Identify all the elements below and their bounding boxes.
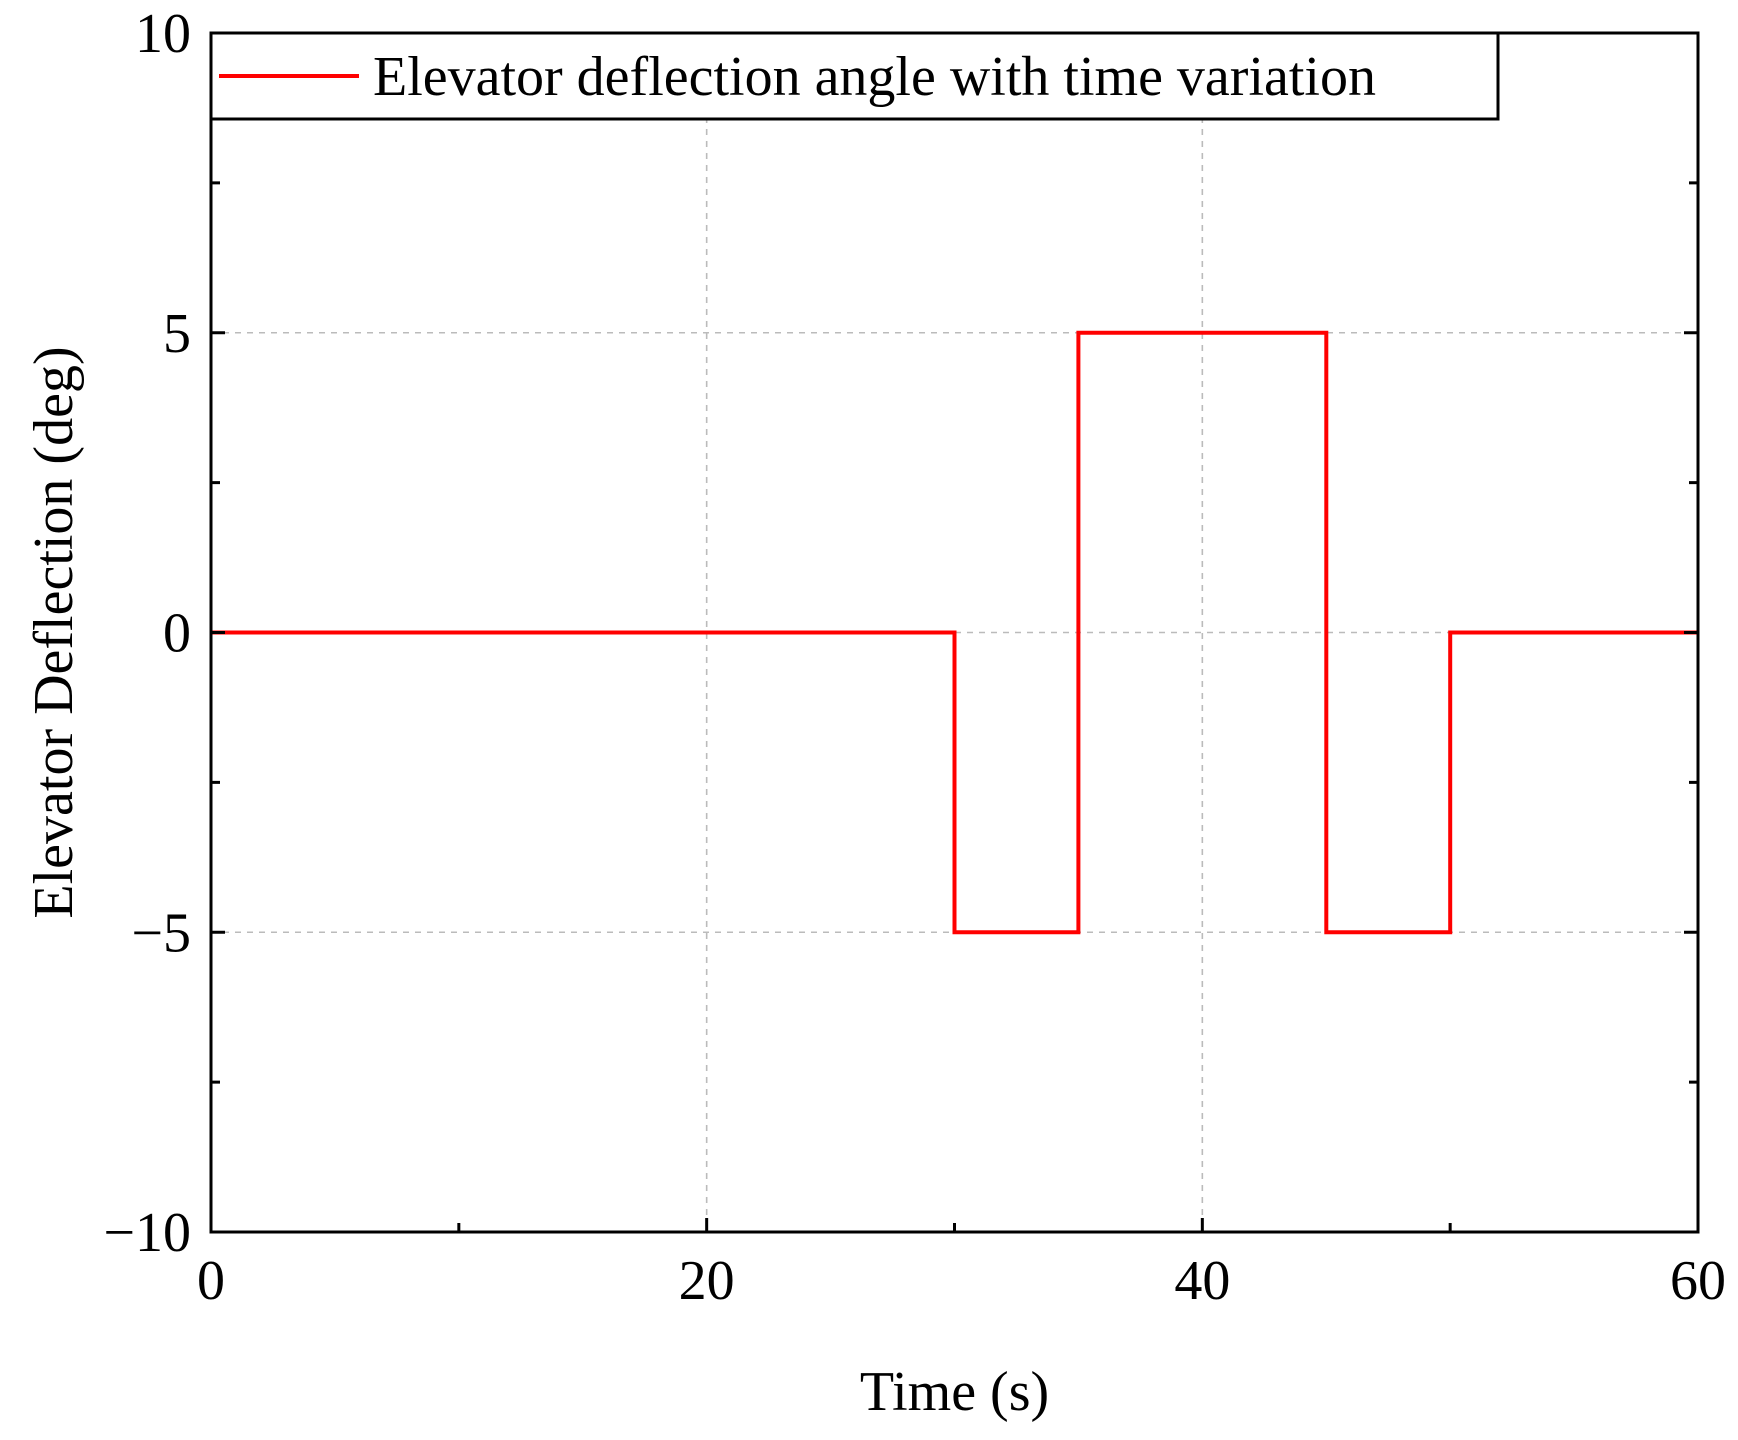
series-layer: [211, 330, 1698, 935]
y-tick-label: −5: [131, 902, 191, 964]
x-tick-label: 0: [197, 1250, 225, 1312]
legend: Elevator deflection angle with time vari…: [209, 31, 1500, 121]
y-axis-label: Elevator Deflection (deg): [23, 346, 85, 918]
y-tick-label: −10: [103, 1202, 191, 1264]
y-tick-label: 5: [163, 303, 191, 365]
x-axis-label: Time (s): [860, 1361, 1049, 1423]
y-tick-label: 10: [135, 3, 191, 65]
y-tick-labels: −10 −5 0 5 10: [103, 3, 191, 1264]
y-tick-label: 0: [163, 603, 191, 665]
x-tick-labels: 0 20 40 60: [197, 1250, 1726, 1312]
legend-label: Elevator deflection angle with time vari…: [373, 46, 1376, 108]
legend-box: [209, 31, 1500, 121]
x-tick-label: 40: [1174, 1250, 1230, 1312]
series-line: [211, 330, 1698, 935]
x-tick-label: 60: [1670, 1250, 1726, 1312]
x-tick-label: 20: [679, 1250, 735, 1312]
